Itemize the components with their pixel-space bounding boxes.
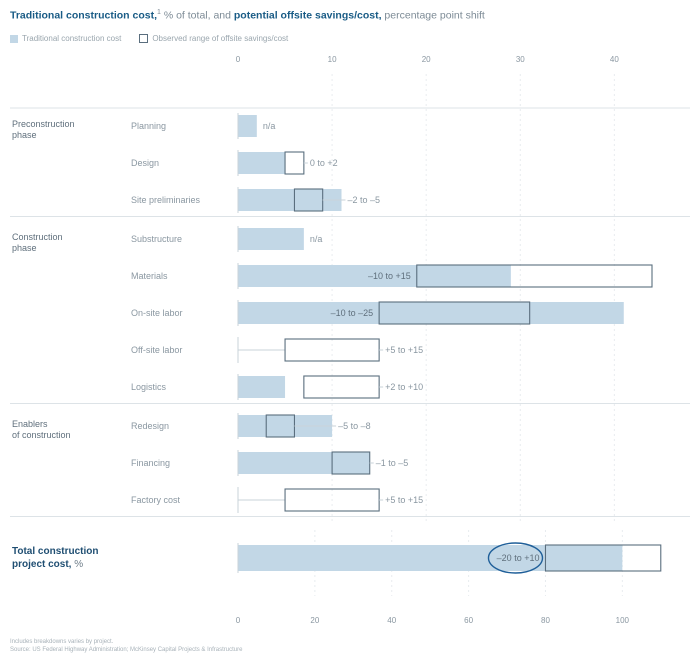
range-box (284, 151, 305, 175)
bar-substructure (238, 228, 304, 250)
row-label: Substructure (131, 234, 182, 244)
total-label-line1: Total construction (12, 546, 98, 557)
title-footnote-mark: 1 (157, 9, 161, 16)
row-label: Site preliminaries (131, 195, 201, 205)
row-label: Planning (131, 121, 166, 131)
group-label-line2-2: of construction (12, 430, 71, 440)
group-label-line2-1: phase (12, 243, 37, 253)
title-part3: potential offsite savings/cost, (233, 9, 382, 22)
range-box (265, 414, 296, 438)
bar-redesign (238, 415, 333, 437)
group-label-line2-0: phase (12, 130, 37, 140)
range-label: +2 to +10 (385, 382, 423, 392)
highlight-circle (487, 542, 544, 574)
legend-item-range: Observed range of offsite savings/cost (139, 34, 288, 43)
legend-item-fill: Traditional construction cost (10, 34, 121, 43)
bar-total (238, 545, 623, 571)
x-tick-label-top-2: 20 (422, 55, 431, 64)
row-label: Off-site labor (131, 345, 182, 355)
range-box (378, 301, 531, 325)
x-tick-label-top-0: 0 (236, 55, 241, 64)
legend-swatch-range (139, 34, 149, 43)
footer-note: Includes breakdowns varies by project. (10, 639, 114, 645)
x-tick-label-top-3: 30 (516, 55, 525, 64)
title-part1: Traditional construction cost, (10, 9, 158, 22)
legend-swatch-fill (10, 34, 18, 43)
title-part4: percentage point shift (381, 9, 485, 22)
x-tick-label-bottom-3: 60 (464, 616, 473, 625)
row-label: On-site labor (131, 308, 183, 318)
range-label: –2 to –5 (348, 195, 381, 205)
bar-design (238, 152, 286, 174)
total-label-line2: project cost, % (12, 559, 83, 570)
x-tick-label-bottom-4: 80 (541, 616, 550, 625)
x-tick-label-top-1: 10 (328, 55, 337, 64)
title-part2: % of total, and (160, 9, 234, 22)
row-label: Materials (131, 271, 168, 281)
range-box (303, 375, 380, 399)
footer: Includes breakdowns varies by project. S… (10, 638, 242, 654)
group-label-0: Preconstruction (12, 119, 75, 129)
bar-planning (238, 115, 257, 137)
x-tick-label-bottom-0: 0 (236, 616, 241, 625)
row-label: Logistics (131, 382, 167, 392)
group-label-1: Construction (12, 232, 63, 242)
bar-logistics (238, 376, 286, 398)
range-label-total: –20 to +10 (497, 553, 540, 563)
bar-site-preliminaries (238, 189, 342, 211)
range-label: 0 to +2 (310, 158, 338, 168)
row-label: Factory cost (131, 495, 181, 505)
range-label: –10 to –25 (331, 308, 374, 318)
group-label-2: Enablers (12, 419, 48, 429)
x-tick-label-bottom-1: 20 (310, 616, 319, 625)
range-label: n/a (310, 234, 323, 244)
row-label: Redesign (131, 421, 169, 431)
legend-label-range: Observed range of offsite savings/cost (152, 34, 289, 43)
legend-label-fill: Traditional construction cost (22, 34, 122, 43)
footer-source: Source: US Federal Highway Administratio… (10, 647, 243, 653)
x-tick-label-top-4: 40 (610, 55, 619, 64)
range-label: n/a (263, 121, 276, 131)
range-label: –10 to +15 (368, 271, 411, 281)
bar-on-site-labor (238, 302, 624, 324)
row-label: Financing (131, 458, 170, 468)
range-label: +5 to +15 (385, 495, 423, 505)
range-label: +5 to +15 (385, 345, 423, 355)
range-label: –1 to –5 (376, 458, 409, 468)
bar-financing (238, 452, 370, 474)
x-tick-label-bottom-5: 100 (616, 616, 630, 625)
total-label-unit: % (71, 559, 83, 570)
chart-title: Traditional construction cost,1 % of tot… (10, 9, 690, 22)
range-box (416, 264, 653, 288)
range-label: –5 to –8 (338, 421, 371, 431)
x-tick-label-bottom-2: 40 (387, 616, 396, 625)
chart-legend: Traditional construction cost Observed r… (10, 34, 306, 43)
row-label: Design (131, 158, 159, 168)
range-box-total (544, 544, 662, 572)
bar-materials (238, 265, 511, 287)
